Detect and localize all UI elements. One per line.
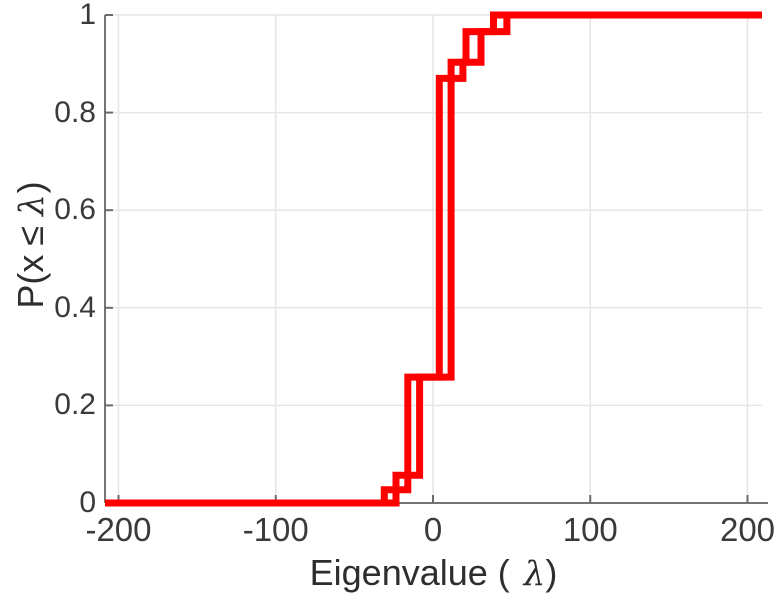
y-tick-label: 1	[79, 0, 96, 31]
lambda-symbol: λ	[12, 194, 52, 216]
y-axis-label-close: )	[10, 181, 51, 194]
y-axis-label-text: P(x	[10, 254, 51, 309]
x-axis-label-text: Eigenvalue (	[309, 552, 510, 593]
lambda-symbol: λ	[523, 554, 546, 594]
y-tick-label: 0.4	[54, 290, 96, 324]
ecdf-curve-ecdf-2	[105, 11, 762, 507]
y-tick-label: 0	[79, 486, 96, 519]
x-tick-label: 200	[719, 511, 775, 548]
y-axis-label: P(x ≤ λ)	[10, 65, 52, 425]
x-tick-label: 100	[562, 511, 618, 548]
y-tick-label: 0.2	[54, 388, 96, 422]
x-tick-label: 0	[423, 511, 443, 548]
x-tick-label: -100	[242, 511, 309, 548]
x-tick-label: -200	[85, 511, 152, 548]
y-tick-label: 0.6	[54, 193, 96, 227]
y-tick-label: 0.8	[54, 95, 96, 129]
leq-symbol: ≤	[10, 225, 51, 246]
x-axis-label-close: )	[545, 552, 558, 593]
x-axis-label: Eigenvalue ( λ)	[105, 552, 762, 594]
